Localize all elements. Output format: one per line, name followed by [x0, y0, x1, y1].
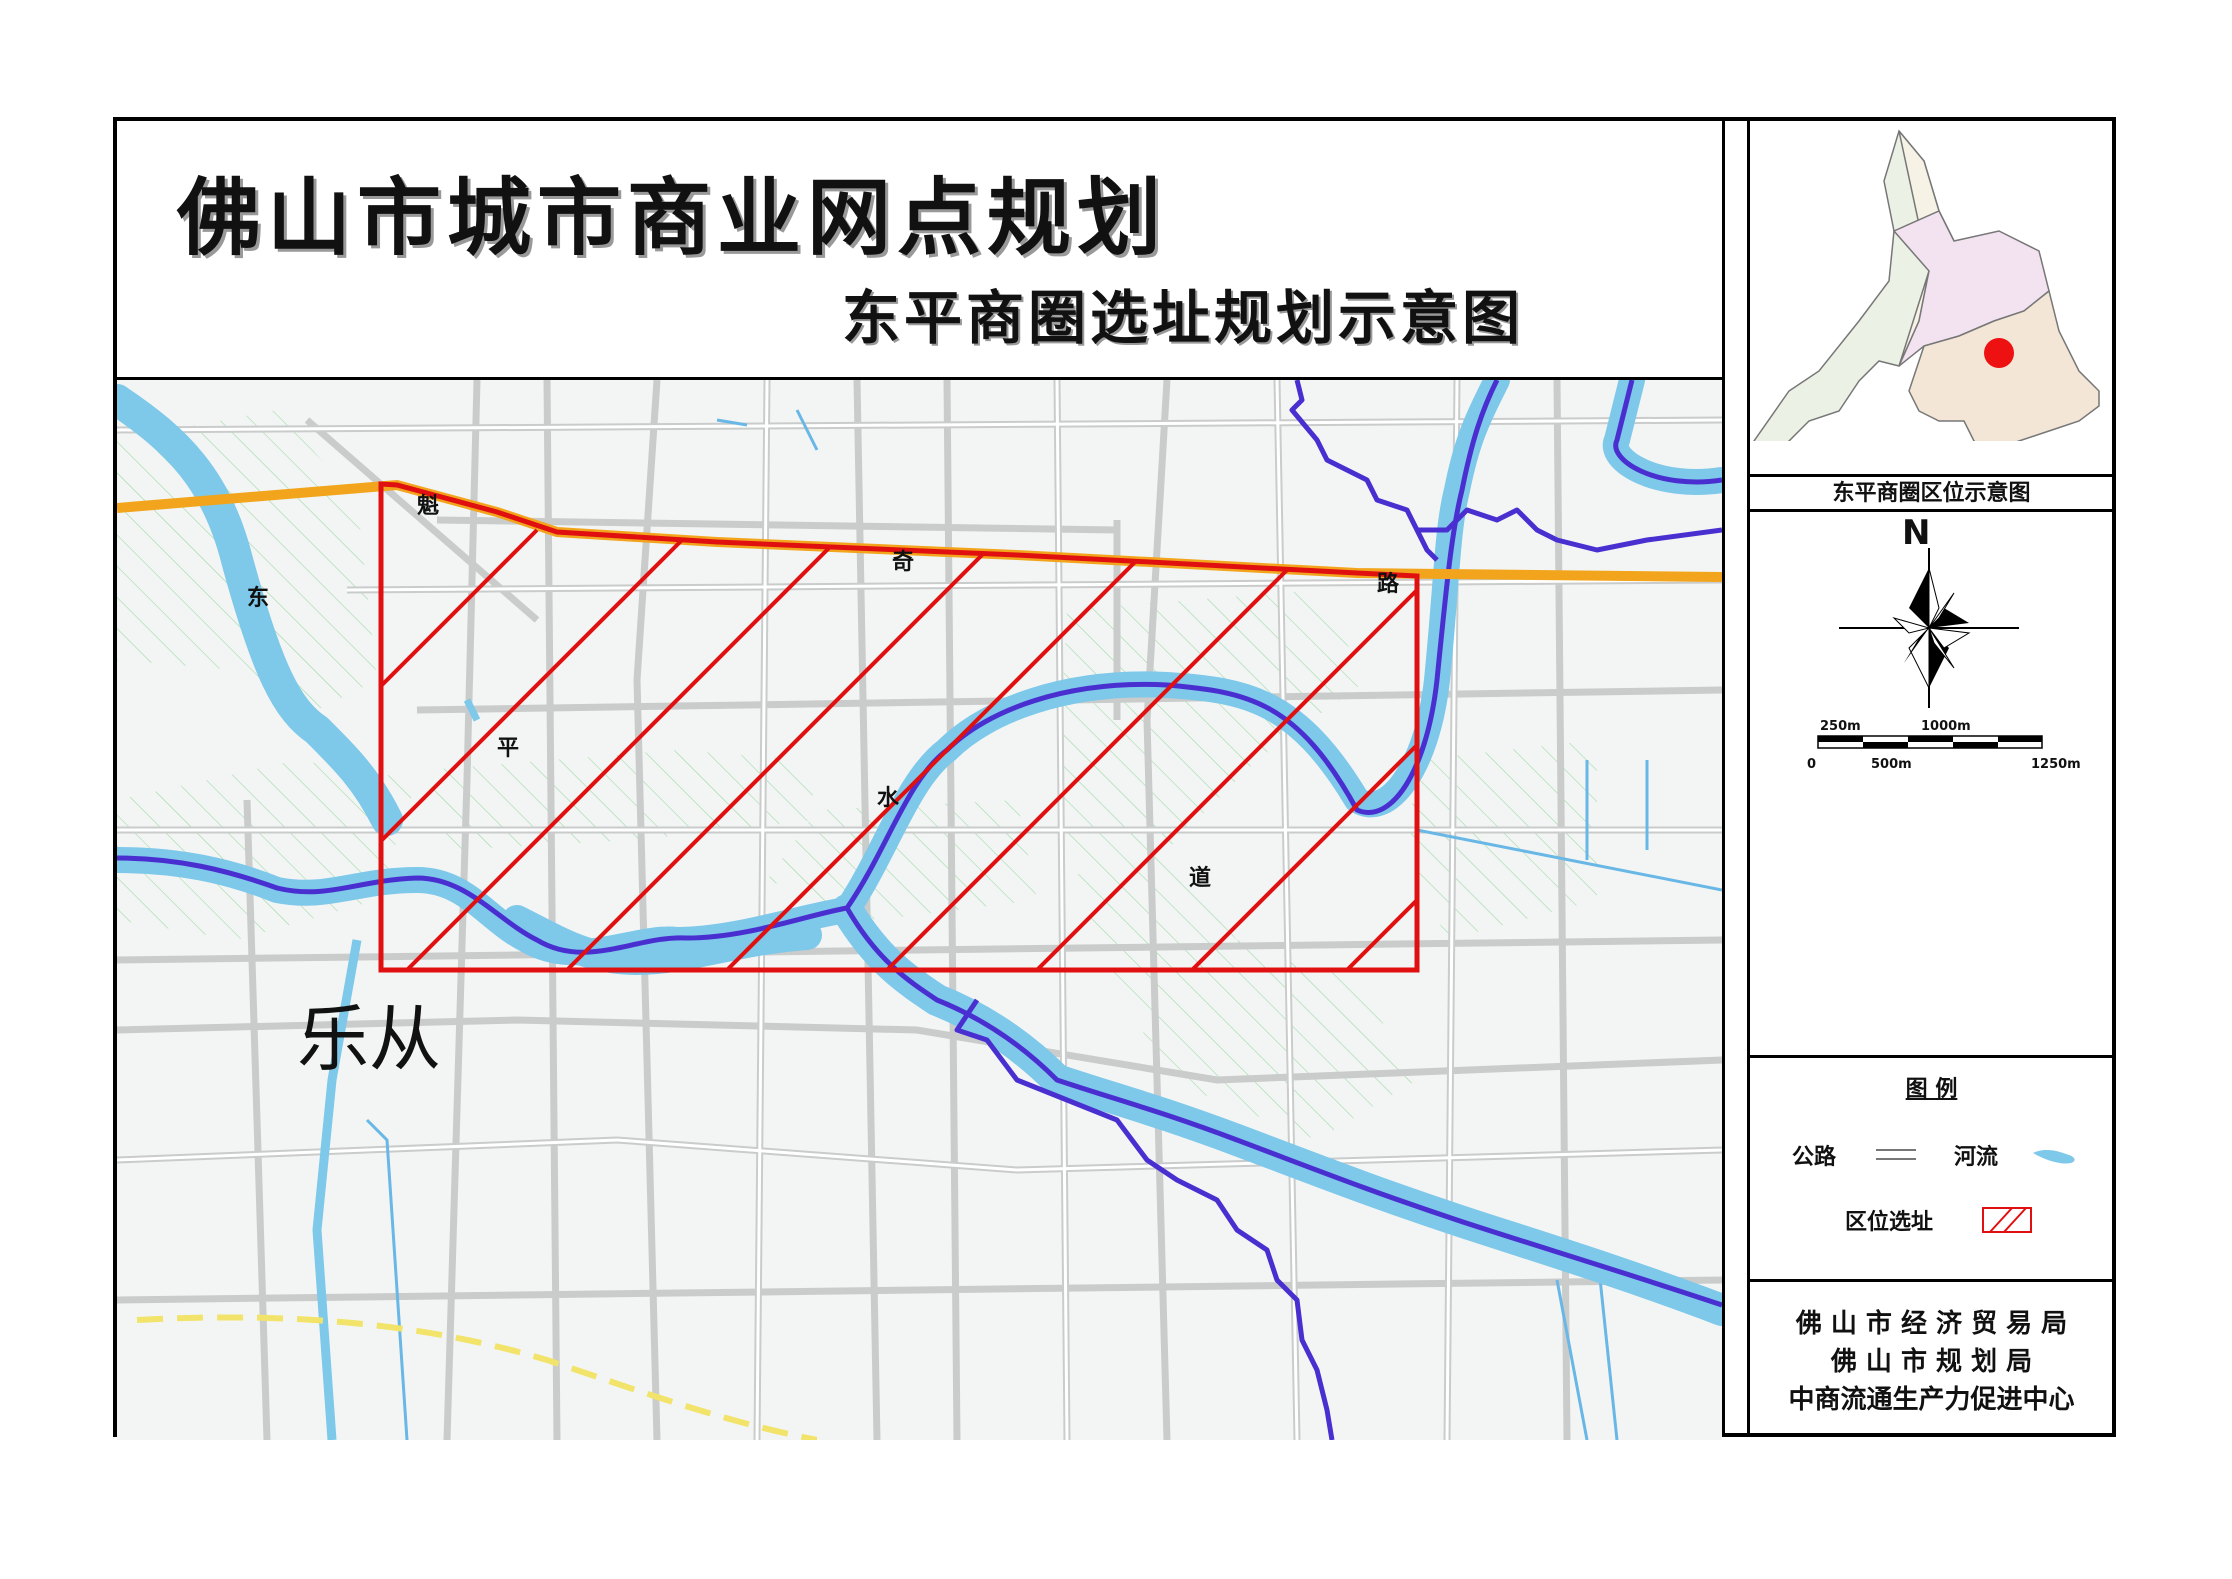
divider — [1749, 474, 2114, 477]
divider — [1749, 1279, 2114, 1282]
divider — [117, 377, 1722, 380]
map-title: 佛山市城市商业网点规划 — [177, 168, 1168, 267]
scale-label: 500m — [1871, 757, 1912, 772]
legend-title: 图 例 — [1905, 1076, 1958, 1102]
side-channel — [312, 939, 362, 1440]
scale-label: 1250m — [2031, 757, 2081, 772]
map-frame: 佛山市城市商业网点规划 东平商圈选址规划示意图 — [113, 117, 2116, 1440]
road-label-char: 魁 — [417, 493, 440, 519]
river-label-char: 水 — [877, 785, 900, 811]
river-centerlines — [117, 380, 1722, 1440]
site-area — [378, 481, 1420, 973]
legend-label-road: 公路 — [1792, 1144, 1837, 1170]
river-label-char: 平 — [497, 735, 520, 761]
organization-name: 佛 山 市 规 划 局 — [1830, 1347, 2033, 1377]
scale-label: 250m — [1820, 719, 1861, 734]
location-marker — [1984, 338, 2014, 368]
inset-panel: 东平商圈区位示意图 — [1749, 121, 2114, 506]
site-hatch-symbol-icon — [1982, 1207, 2032, 1233]
organization-name: 中商流通生产力促进中心 — [1788, 1385, 2075, 1415]
place-name: 乐从 — [297, 997, 442, 1081]
north-scale-panel: N 250m 1000m 0 500m 1250m — [1749, 513, 2114, 875]
legend-label-river: 河流 — [1954, 1144, 1999, 1170]
canals — [365, 409, 1722, 1440]
divider — [1749, 1055, 2114, 1058]
boundary-dashed-line — [136, 1314, 817, 1440]
inset-caption: 东平商圈区位示意图 — [1832, 480, 2031, 506]
divider — [1747, 121, 1750, 1433]
scale-bar — [1817, 735, 2043, 749]
green-area — [427, 750, 817, 850]
legend-label-site: 区位选址 — [1845, 1209, 1934, 1235]
north-arrow-icon — [1839, 548, 2019, 708]
organizations-panel: 佛 山 市 经 济 贸 易 局 佛 山 市 规 划 局 中商流通生产力促进中心 — [1749, 1283, 2114, 1433]
river-label-char: 东 — [247, 585, 270, 611]
organization-name: 佛 山 市 经 济 贸 易 局 — [1795, 1309, 2068, 1339]
road-label-char: 路 — [1377, 571, 1400, 597]
river-label-char: 道 — [1189, 865, 1212, 891]
inset-map — [1753, 129, 2100, 452]
legend-panel: 图 例 公路 河流 区位选址 — [1749, 1059, 2114, 1279]
road-symbol-icon — [1876, 1149, 1916, 1160]
north-label: N — [1902, 513, 1931, 553]
river-symbol-icon — [2033, 1149, 2075, 1164]
main-map-canvas — [117, 380, 1722, 1440]
divider — [1722, 121, 1725, 1433]
road-label-char: 奇 — [892, 549, 915, 575]
divider — [1749, 509, 2114, 512]
scale-label: 0 — [1807, 757, 1817, 772]
map-subtitle: 东平商圈选址规划示意图 — [842, 284, 1525, 352]
main-map[interactable]: 魁 奇 路 东 平 水 道 乐从 — [117, 377, 1722, 1440]
inset-district — [1908, 289, 2100, 452]
scale-label: 1000m — [1921, 719, 1971, 734]
